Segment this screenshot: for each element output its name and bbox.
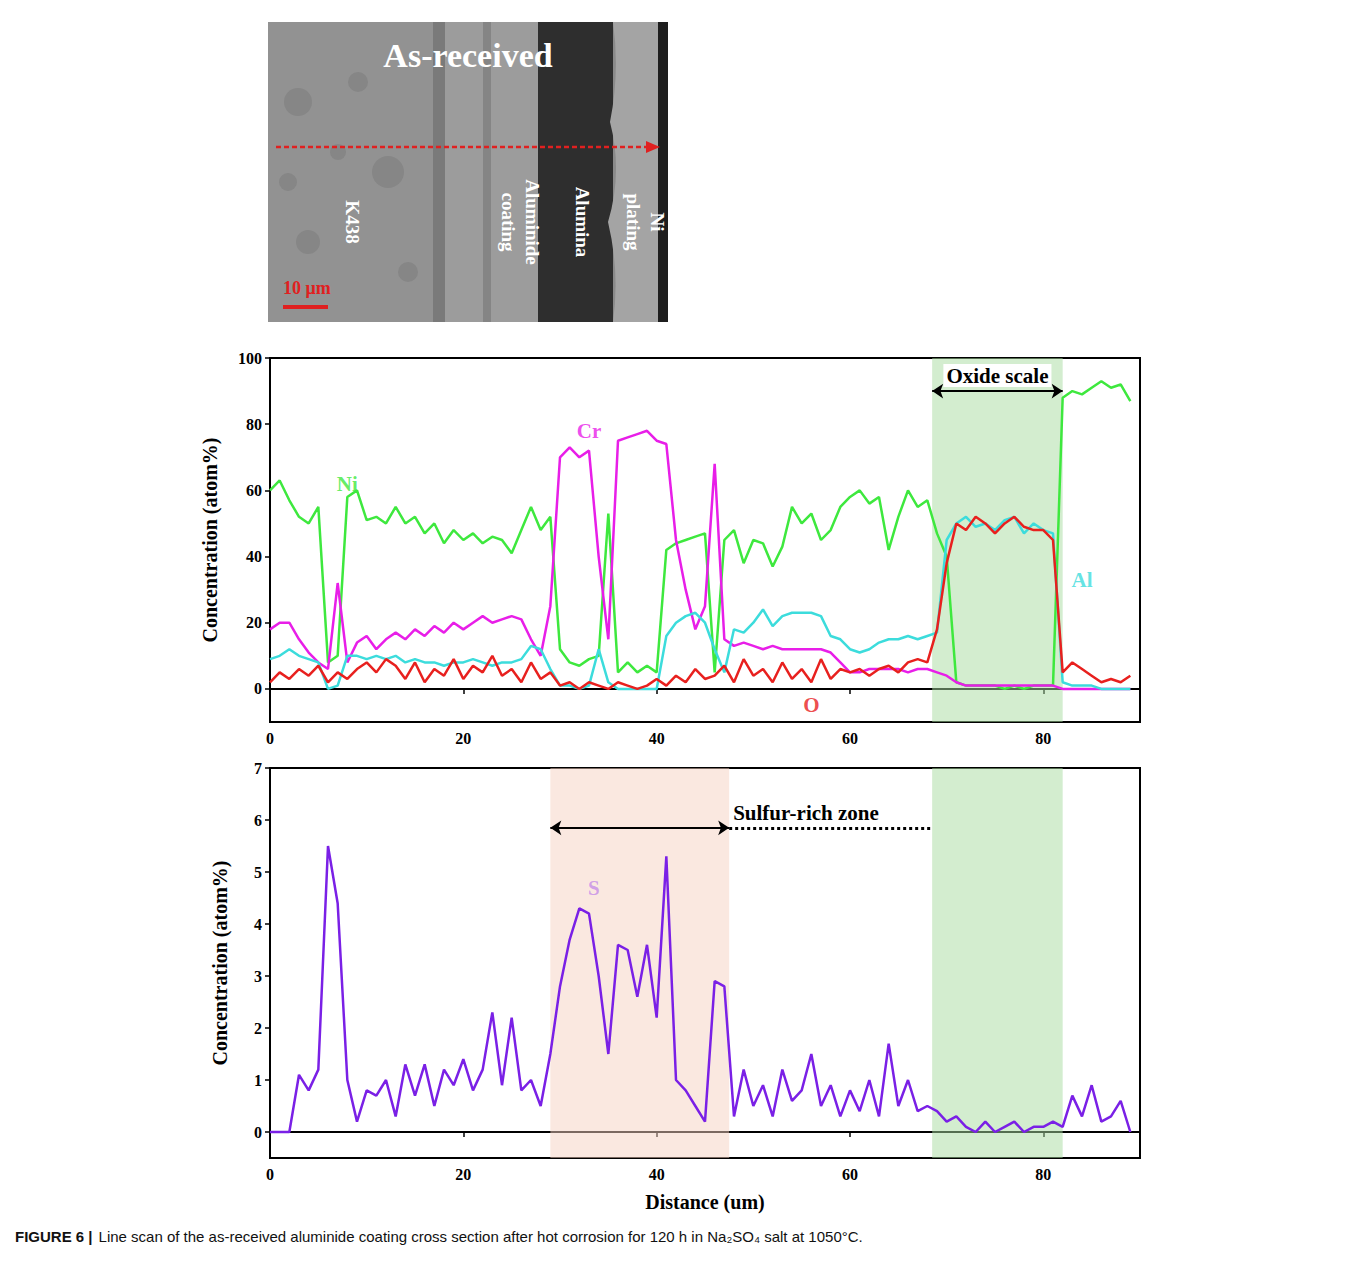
- svg-text:Distance (um): Distance (um): [645, 1191, 764, 1214]
- svg-text:As-received: As-received: [383, 37, 552, 74]
- svg-text:Al: Al: [1072, 568, 1093, 592]
- svg-text:Oxide scale: Oxide scale: [946, 364, 1048, 388]
- svg-text:40: 40: [649, 1166, 665, 1183]
- svg-text:5: 5: [254, 864, 262, 881]
- svg-text:0: 0: [254, 680, 262, 697]
- svg-text:2: 2: [254, 1020, 262, 1037]
- svg-text:20: 20: [246, 614, 262, 631]
- svg-text:10 μm: 10 μm: [283, 278, 331, 298]
- svg-text:Alumina: Alumina: [572, 187, 593, 258]
- svg-text:80: 80: [246, 416, 262, 433]
- svg-text:60: 60: [842, 730, 858, 747]
- svg-text:40: 40: [649, 730, 665, 747]
- svg-text:60: 60: [246, 482, 262, 499]
- svg-text:Sulfur-rich zone: Sulfur-rich zone: [733, 801, 879, 825]
- svg-text:K438: K438: [342, 200, 363, 243]
- svg-text:80: 80: [1035, 730, 1051, 747]
- svg-text:S: S: [588, 876, 600, 900]
- svg-text:Concentration (atom%): Concentration (atom%): [199, 438, 222, 643]
- svg-text:60: 60: [842, 1166, 858, 1183]
- svg-text:Ni: Ni: [337, 472, 358, 496]
- svg-text:40: 40: [246, 548, 262, 565]
- svg-text:3: 3: [254, 968, 262, 985]
- svg-text:coating: coating: [498, 192, 519, 252]
- svg-text:20: 20: [455, 1166, 471, 1183]
- svg-text:Aluminide: Aluminide: [522, 179, 543, 265]
- svg-text:0: 0: [254, 1124, 262, 1141]
- svg-text:O: O: [803, 693, 819, 717]
- svg-text:7: 7: [254, 760, 262, 777]
- svg-text:4: 4: [254, 916, 262, 933]
- svg-text:100: 100: [238, 350, 262, 367]
- svg-text:Ni: Ni: [647, 213, 668, 232]
- svg-text:Concentration (atom%): Concentration (atom%): [209, 861, 232, 1066]
- svg-text:1: 1: [254, 1072, 262, 1089]
- svg-text:Cr: Cr: [577, 419, 602, 443]
- svg-text:80: 80: [1035, 1166, 1051, 1183]
- svg-text:plating: plating: [623, 193, 644, 251]
- svg-text:0: 0: [266, 1166, 274, 1183]
- svg-text:0: 0: [266, 730, 274, 747]
- svg-text:6: 6: [254, 812, 262, 829]
- svg-text:20: 20: [455, 730, 471, 747]
- html-text:FIGURE 6 | Line scan of the as: FIGURE 6 | Line scan of the as-received …: [15, 1228, 863, 1245]
